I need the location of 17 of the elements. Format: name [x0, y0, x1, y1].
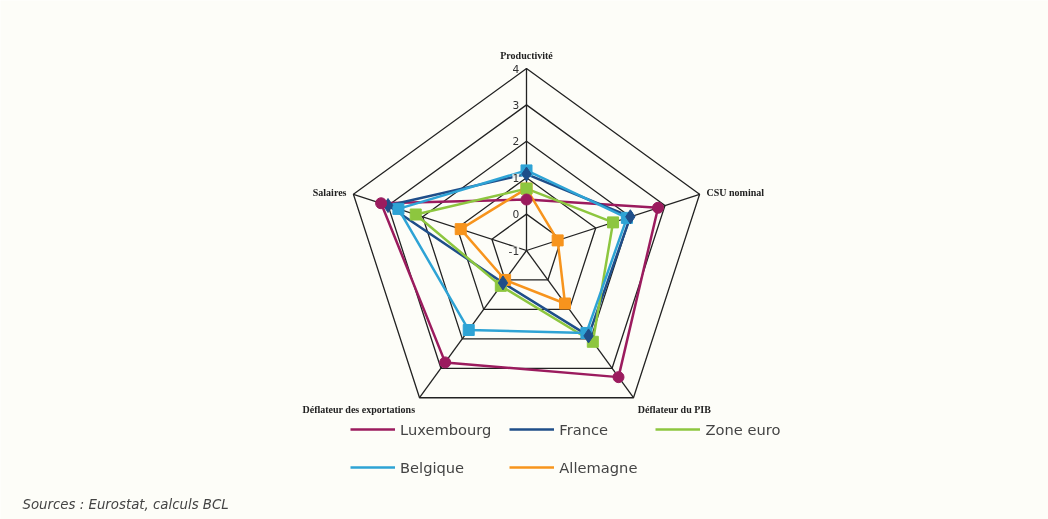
spoke-label: Productivité [500, 50, 554, 62]
legend-label: France [559, 420, 609, 438]
spoke-label: Salaires [312, 186, 347, 198]
source-note: Sources : Eurostat, calculs BCL [22, 496, 229, 512]
y-tick-label: -1 [508, 244, 520, 258]
y-tick-label: 1 [512, 171, 520, 185]
legend-label: Belgique [400, 458, 465, 476]
y-tick-label: 4 [512, 62, 520, 76]
spoke-label: CSU nominal [706, 186, 765, 198]
y-tick-label: 3 [512, 98, 520, 112]
spoke-label: Déflateur du PIB [637, 403, 712, 415]
legend-label: Allemagne [559, 458, 638, 476]
legend-label: Luxembourg [400, 420, 492, 438]
legend-label: Zone euro [705, 420, 781, 438]
spoke-label: Déflateur des exportations [302, 403, 416, 415]
y-tick-label: 2 [512, 135, 520, 149]
y-tick-label: 0 [512, 208, 520, 222]
